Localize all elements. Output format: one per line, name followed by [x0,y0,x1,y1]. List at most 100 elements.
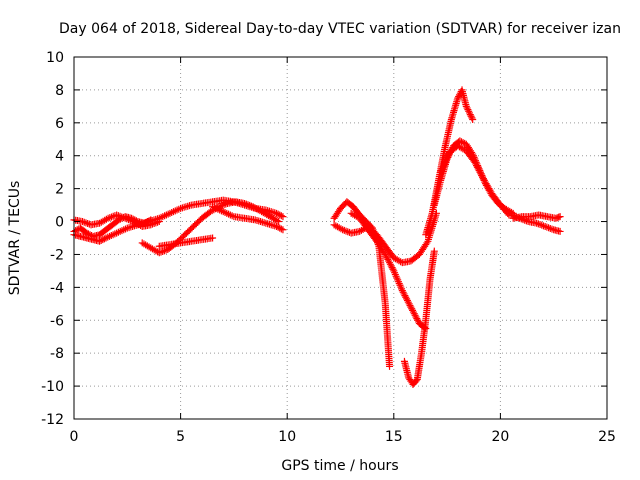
data-point [534,220,542,228]
y-tick-label: -6 [50,313,64,329]
y-tick-label: 6 [55,116,64,132]
data-point [80,218,88,226]
data-point [386,260,394,268]
data-point [279,226,287,234]
data-point [541,222,549,230]
data-point [279,213,287,221]
data-point [273,222,281,230]
data-point [276,211,284,219]
data-point [386,362,394,370]
data-point [157,248,165,256]
data-point [556,213,564,221]
data-point [109,212,117,220]
y-tick-label: -2 [50,247,64,263]
data-point [545,224,553,232]
data-point [114,212,122,220]
y-tick-label: 0 [55,215,64,231]
data-point [465,107,473,115]
data-point [84,220,92,228]
data-point [404,298,412,306]
data-point [82,219,90,227]
data-series [209,203,287,234]
data-point [121,214,129,222]
data-point [274,223,282,231]
y-axis-title: SDTVAR / TECUs [7,181,23,296]
data-point [247,202,255,210]
data-point [385,257,393,265]
data-point [471,158,479,166]
data-point [413,315,421,323]
tick-labels: 0 5 10 15 20 25 -12 -10 -8 -6 -4 -2 0 2 4 6 8 10 [41,50,616,445]
data-point [406,301,414,309]
data-series [347,209,430,332]
data-point [473,163,481,171]
data-point [412,313,420,321]
data-point [401,292,409,300]
data-point [273,209,281,217]
data-point [414,316,422,324]
data-point [475,167,483,175]
data-point [104,214,112,222]
grid [74,57,607,419]
data-point [399,288,407,296]
data-point [242,200,250,208]
data-point [340,226,348,234]
data-point [476,168,484,176]
data-point [125,216,133,224]
data-point [504,210,512,218]
data-point [222,200,230,208]
data-point [274,210,282,218]
y-tick-label: -4 [50,280,64,296]
y-tick-label: 8 [55,83,64,99]
data-series [400,247,438,388]
data-series [155,234,217,250]
y-tick-label: 4 [55,149,64,165]
data-point [97,236,105,244]
data-point [477,170,485,178]
data-point [79,218,87,226]
data-point [339,226,347,234]
data-point [273,217,281,225]
data-point [220,201,228,209]
x-tick-label: 10 [278,429,296,445]
data-point [100,235,108,243]
x-tick-label: 25 [598,429,616,445]
data-point [466,111,474,119]
data-point [123,215,131,223]
data-point [407,303,415,311]
data-point [342,227,350,235]
data-point [543,223,551,231]
x-axis-title: GPS time / hours [281,458,398,474]
data-point [126,216,134,224]
data-point [464,106,472,114]
data-point [455,92,463,100]
data-point [468,114,476,122]
data-point [96,237,104,245]
x-tick-label: 20 [491,429,509,445]
data-point [244,201,252,209]
data-point [410,310,418,318]
data-point [423,239,431,247]
data-point [209,234,217,242]
y-tick-label: 10 [46,50,64,66]
data-point [478,171,486,179]
data-point [389,265,397,273]
data-point [473,162,481,170]
data-point [465,109,473,117]
data-point [113,211,121,219]
data-series [509,211,564,222]
y-tick-label: -8 [50,346,64,362]
data-point [386,259,394,267]
data-point [218,201,226,209]
plot-frame [73,56,608,420]
x-tick-label: 0 [70,429,79,445]
data-series [330,198,394,370]
data-point [405,300,413,308]
data-point [412,377,420,385]
data-point [155,249,163,257]
data-point [402,293,410,301]
data-point [119,214,127,222]
data-point [462,102,470,110]
data-point [384,255,392,263]
data-point [536,221,544,229]
